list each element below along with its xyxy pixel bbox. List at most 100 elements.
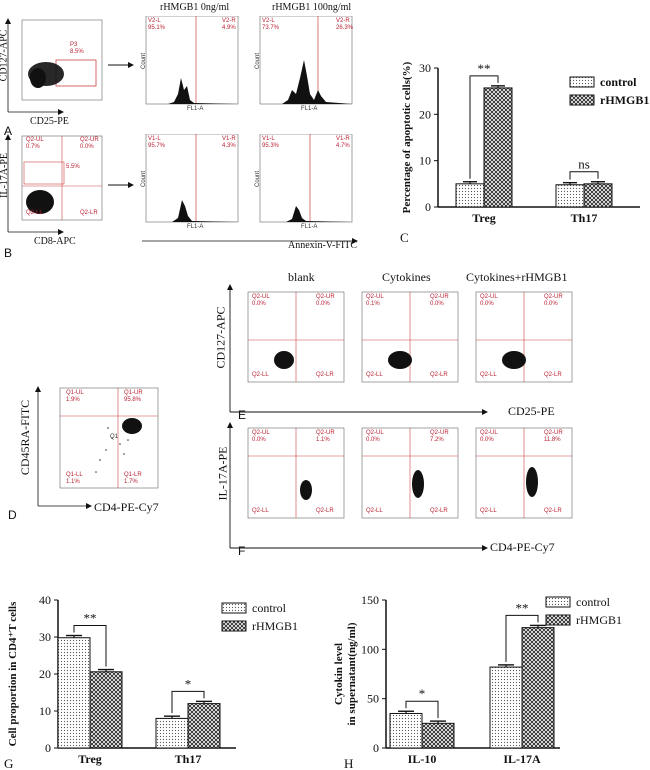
panel-f-plot0-ur: Q2-UR (316, 430, 335, 436)
panel-d-q-ll: Q1-LL (66, 472, 83, 478)
panel-f-plot2-lr: Q2-LR (544, 508, 562, 514)
panel-b-hist-right-v1r: V1-R (336, 136, 350, 142)
x-tick-label: Th17 (571, 211, 598, 225)
panel-e-letter: E (238, 408, 247, 422)
panel-f-plot2-ur: Q2-UR (544, 430, 563, 436)
x-tick-label: Th17 (175, 752, 202, 766)
panel-f-plot2-ur-pct: 11.8% (544, 437, 561, 443)
panel-f-plot-1 (361, 427, 459, 519)
panel-d-q-ll-pct: 1.1% (66, 479, 80, 485)
bar-rhmgb1-il-10 (421, 722, 455, 749)
panel-e-plot1-ur: Q2-UR (430, 294, 449, 300)
panel-a-hist-right-ylabel: Count (255, 52, 262, 70)
panel-e-plot2-ul-pct: 0.0% (480, 301, 494, 307)
panel-f-plot-0 (247, 427, 345, 519)
bar-control-il-10 (389, 712, 423, 749)
panel-b-hist-right-v1l-pct: 95.3% (262, 143, 280, 149)
panel-e-plot0-lr: Q2-LR (316, 372, 334, 378)
panel-b-q-ur: Q2-UR (80, 137, 99, 143)
panel-d-gate: Q1 (110, 434, 119, 440)
panel-f-axes (227, 422, 488, 551)
significance-bracket (569, 171, 599, 180)
panel-b-hist-left (145, 134, 239, 223)
panel-h-chart: 0 50 100 150 Cytokin level in supernatant(ng/… (333, 593, 622, 770)
panel-e-plot2-ur: Q2-UR (544, 294, 563, 300)
panel-d-letter: D (8, 508, 17, 522)
panel-a-hist-left (145, 16, 239, 105)
panel-b-q-ul-pct: 0.7% (26, 144, 40, 150)
significance-bracket (171, 690, 205, 714)
significance-bracket (505, 614, 539, 662)
panel-b-r3-pct: 5.5% (66, 164, 80, 170)
y-tick-label: 0 (45, 741, 51, 755)
panel-b-hist-left-ylabel: Count (141, 170, 148, 188)
panel-f-plot1-ul: Q2-UL (366, 430, 384, 436)
panel-e-plot2-lr: Q2-LR (544, 372, 562, 378)
panel-e-x-axis: CD25-PE (508, 404, 555, 418)
bar-rhmgb1-treg (89, 671, 123, 749)
panel-d-q-lr-pct: 1.7% (124, 479, 138, 485)
panel-e-plot2-ul: Q2-UL (480, 294, 498, 300)
panel-f-plot2-ul: Q2-UL (480, 430, 498, 436)
panel-f-plot2-ll: Q2-LL (480, 508, 497, 514)
panel-e-col-title-1: Cytokines (382, 270, 431, 284)
panel-b-hist-left-xlabel: FL1-A (187, 224, 204, 230)
y-tick-label: 0 (425, 200, 431, 214)
panel-d-q-ul: Q1-UL (66, 390, 84, 396)
legend-swatch-control (221, 602, 247, 614)
panel-letter: H (344, 756, 353, 770)
y-axis-label-line: in supernatant(ng/ml) (346, 622, 358, 725)
panel-f-plot1-ur: Q2-UR (430, 430, 449, 436)
panel-f-plot1-lr: Q2-LR (430, 508, 448, 514)
bar-rhmgb1-il-17a (521, 627, 555, 749)
significance-label: * (419, 686, 426, 701)
panel-f-plot0-ul-pct: 0.0% (252, 437, 266, 443)
panel-e-plot0-ul: Q2-UL (252, 294, 270, 300)
panel-b-q-ll: Q2-LL (26, 210, 43, 216)
y-tick-label: 10 (39, 704, 51, 718)
panel-a-gate: P3 (70, 42, 78, 48)
panel-a-hist-right-v1l-pct: 73.7% (262, 25, 280, 31)
panel-e-plot0-ll: Q2-LL (252, 372, 269, 378)
y-axis-label-line: Cytokin level (333, 643, 345, 705)
panel-a-letter: A (4, 124, 13, 138)
significance-bracket (405, 700, 439, 719)
y-tick-label: 0 (373, 741, 379, 755)
panel-a-hist-left-ylabel: Count (141, 52, 148, 70)
bar-control-th17 (155, 717, 189, 749)
bar-control-treg (455, 183, 485, 208)
panel-a-hist-right-v1r-pct: 26.3% (336, 25, 354, 31)
panel-letter: G (4, 756, 13, 770)
panel-b-dotplot (5, 134, 103, 235)
x-tick-label: IL-17A (503, 752, 541, 766)
legend-swatch-rhmgb1 (221, 620, 247, 632)
panel-b-hist-x-label: Annexin-V-FITC (288, 240, 358, 251)
panel-f-plot0-ur-pct: 1.1% (316, 437, 330, 443)
panel-a-hist-left-v1l: V2-L (148, 18, 161, 24)
panel-e-plot1-ul: Q2-UL (366, 294, 384, 300)
legend-swatch-rhmgb1 (545, 614, 571, 626)
panel-b-hist-right-v1l: V1-L (262, 136, 275, 142)
panel-b-x-axis: CD8-APC (34, 236, 76, 247)
y-tick-label: 20 (419, 107, 431, 121)
panel-b-hist-left-v1l: V1-L (148, 136, 161, 142)
panel-f-plot0-ul: Q2-UL (252, 430, 270, 436)
y-tick-label: 40 (39, 593, 51, 607)
bar-control-treg (57, 637, 91, 749)
panel-f-plot1-ll: Q2-LL (366, 508, 383, 514)
bar-rhmgb1-treg (483, 87, 513, 208)
panel-e-axes (227, 284, 488, 415)
panel-d-y-axis: CD45RA-FITC (18, 399, 33, 476)
panel-b-hist-x-arrow (142, 238, 358, 244)
legend-label-control: control (252, 601, 287, 615)
y-tick-label: 150 (361, 593, 379, 607)
panel-d-q-ur-pct: 95.8% (124, 397, 142, 403)
panel-a-y-axis: CD127-APC (0, 29, 10, 82)
panel-d-q-lr: Q1-LR (124, 472, 142, 478)
panel-a-hist-left-v1r-pct: 4.9% (222, 25, 236, 31)
panel-f-plot2-ul-pct: 0.0% (480, 437, 494, 443)
panel-b-hist-left-v1r-pct: 4.3% (222, 143, 236, 149)
panel-e-plot0-ul-pct: 0.0% (252, 301, 266, 307)
y-tick-label: 20 (39, 667, 51, 681)
panel-a-hist-right-v1l: V2-L (262, 18, 275, 24)
